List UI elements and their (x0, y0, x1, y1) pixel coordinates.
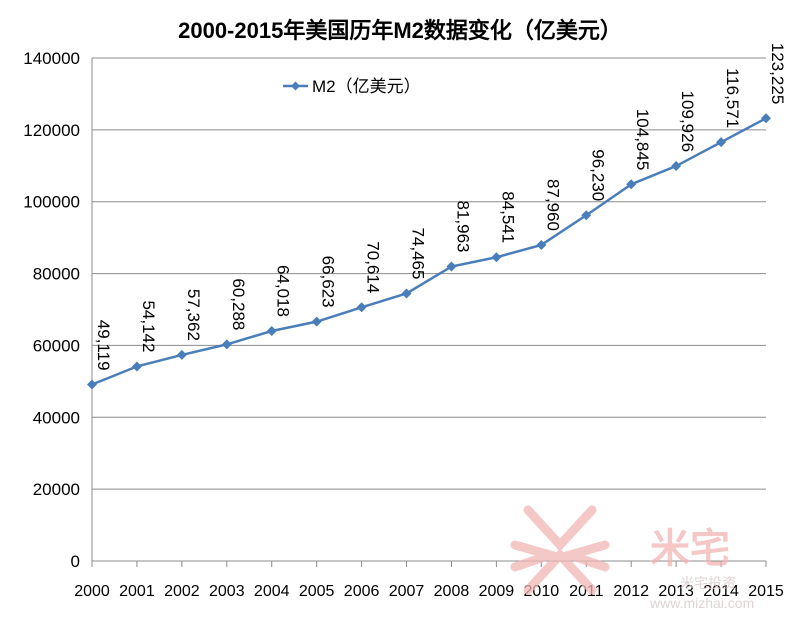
data-point-marker (536, 239, 547, 250)
chart-title: 2000-2015年美国历年M2数据变化（亿美元） (178, 18, 622, 43)
series-m2 (87, 113, 771, 390)
data-point-marker (356, 302, 367, 313)
watermark-brand: 米宅 (650, 526, 730, 571)
y-tick-label: 140000 (23, 49, 80, 68)
data-label: 87,960 (543, 179, 562, 231)
legend: M2（亿美元） (283, 77, 421, 96)
data-point-marker (671, 161, 682, 172)
x-tick-label: 2000 (74, 583, 110, 600)
x-tick-label: 2012 (613, 583, 649, 600)
data-point-marker (176, 349, 187, 360)
data-point-marker (581, 210, 592, 221)
x-tick-label: 2009 (479, 583, 515, 600)
data-point-marker (761, 113, 771, 124)
y-tick-label: 20000 (33, 480, 80, 499)
data-point-marker (626, 179, 637, 190)
x-tick-label: 2005 (299, 583, 335, 600)
x-tick-label: 2014 (703, 583, 739, 600)
x-tick-label: 2015 (748, 583, 784, 600)
y-tick-label: 80000 (33, 265, 80, 284)
data-point-marker (446, 261, 457, 272)
x-tick-label: 2003 (209, 583, 245, 600)
data-label: 60,288 (229, 278, 248, 330)
watermark-logo-icon (510, 505, 610, 595)
x-tick-label: 2007 (389, 583, 425, 600)
data-label: 70,614 (364, 241, 383, 293)
data-label: 57,362 (184, 289, 203, 341)
data-label: 84,541 (498, 191, 517, 243)
y-tick-label: 120000 (23, 121, 80, 140)
axes: 0 20000 40000 60000 80000 100000 120000 140000 2… (23, 49, 784, 600)
watermark: 米宅 米宅投资 www.mizhai.com (510, 505, 754, 611)
data-label: 81,963 (453, 201, 472, 253)
data-point-marker (87, 379, 97, 390)
x-tick-label: 2001 (119, 583, 155, 600)
x-tick-label: 2006 (344, 583, 380, 600)
data-label: 49,119 (94, 320, 113, 371)
gridlines (92, 57, 766, 562)
series-line (91, 117, 767, 386)
x-tick-label: 2004 (254, 583, 290, 600)
x-tick-label: 2008 (434, 583, 470, 600)
legend-label: M2（亿美元） (312, 77, 421, 96)
x-tick-label: 2002 (164, 583, 200, 600)
y-tick-label: 100000 (23, 193, 80, 212)
data-point-marker (266, 325, 277, 336)
data-point-marker (311, 316, 322, 327)
data-label: 66,623 (319, 256, 338, 308)
watermark-url: www.mizhai.com (649, 595, 754, 611)
data-label: 104,845 (633, 109, 652, 170)
watermark-sub: 米宅投资 (680, 575, 736, 591)
data-label: 109,926 (678, 91, 697, 152)
data-point-marker (401, 288, 412, 299)
y-tick-label: 0 (71, 552, 80, 571)
y-tick-label: 40000 (33, 408, 80, 427)
data-point-marker (491, 252, 502, 263)
data-label: 74,465 (409, 227, 428, 279)
data-label: 64,018 (274, 265, 293, 317)
data-label: 54,142 (139, 300, 158, 352)
data-label: 96,230 (588, 149, 607, 201)
data-point-marker (221, 339, 232, 350)
data-point-marker (131, 361, 142, 372)
y-tick-label: 60000 (33, 336, 80, 355)
legend-marker (291, 81, 300, 91)
data-labels: 49,119 54,142 57,362 60,288 64,018 66,623 70,6… (94, 43, 787, 371)
data-label: 116,571 (723, 68, 742, 128)
data-label: 123,225 (768, 43, 787, 104)
x-tick-label: 2013 (658, 583, 694, 600)
data-point-marker (716, 137, 727, 148)
